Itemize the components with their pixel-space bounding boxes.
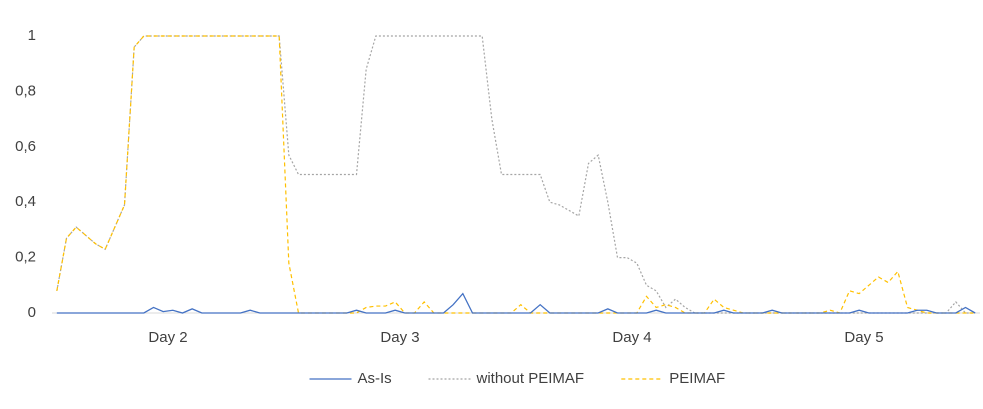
x-tick-label: Day 4	[612, 329, 651, 346]
y-tick-label: 0,8	[15, 82, 36, 99]
legend-label: without PEIMAF	[476, 370, 585, 387]
series-line	[56, 292, 976, 314]
x-tick-label: Day 5	[844, 329, 883, 346]
legend-label: As-Is	[358, 370, 392, 387]
y-tick-label: 0,2	[15, 249, 36, 266]
series-line	[56, 35, 976, 314]
y-tick-label: 0,6	[15, 138, 36, 155]
legend-label: PEIMAF	[669, 370, 725, 387]
x-tick-label: Day 3	[380, 329, 419, 346]
x-tick-label: Day 2	[148, 329, 187, 346]
y-tick-label: 0	[28, 304, 36, 321]
series-line	[56, 35, 976, 314]
y-tick-label: 1	[28, 27, 36, 44]
y-tick-label: 0,4	[15, 193, 36, 210]
